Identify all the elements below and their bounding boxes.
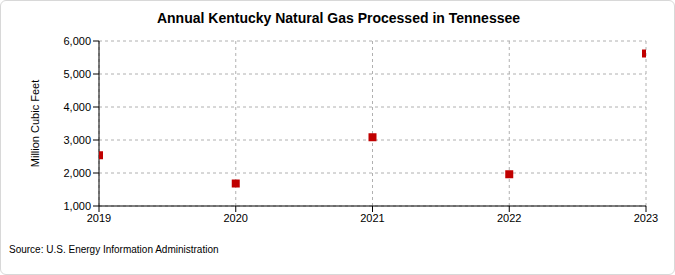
svg-text:6,000: 6,000 <box>63 35 91 47</box>
html-text:Source: U.S. Energy Informatio: Source: U.S. Energy Information Administ… <box>9 244 219 255</box>
svg-text:1,000: 1,000 <box>63 200 91 212</box>
svg-text:2022: 2022 <box>497 212 521 224</box>
svg-text:4,000: 4,000 <box>63 101 91 113</box>
svg-text:5,000: 5,000 <box>63 68 91 80</box>
svg-text:2023: 2023 <box>634 212 658 224</box>
html-text:Annual Kentucky Natural Gas Pr: Annual Kentucky Natural Gas Processed in… <box>157 10 520 26</box>
svg-text:Million Cubic Feet: Million Cubic Feet <box>29 80 41 167</box>
svg-text:2019: 2019 <box>87 212 111 224</box>
svg-text:2021: 2021 <box>360 212 384 224</box>
svg-text:3,000: 3,000 <box>63 134 91 146</box>
svg-text:2020: 2020 <box>224 212 248 224</box>
svg-text:2,000: 2,000 <box>63 167 91 179</box>
